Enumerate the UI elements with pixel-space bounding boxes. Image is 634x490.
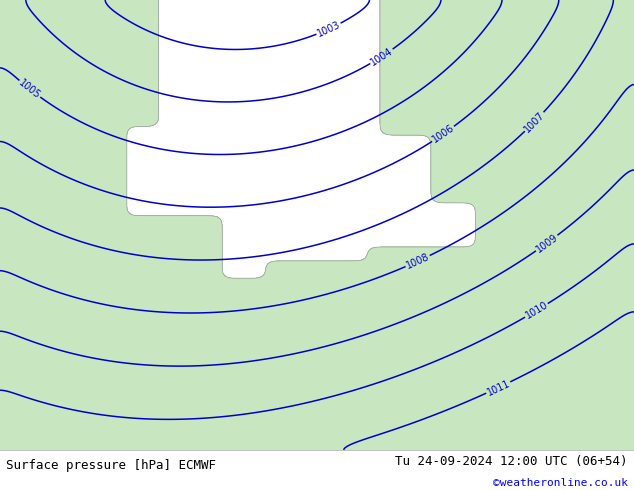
Text: ©weatheronline.co.uk: ©weatheronline.co.uk [493, 478, 628, 488]
Text: 1009: 1009 [534, 232, 560, 254]
Text: 1003: 1003 [316, 20, 342, 39]
Text: 1011: 1011 [485, 378, 512, 397]
Text: Surface pressure [hPa] ECMWF: Surface pressure [hPa] ECMWF [6, 459, 216, 471]
Text: 1010: 1010 [524, 300, 550, 321]
Text: 1006: 1006 [430, 123, 456, 145]
Text: 1005: 1005 [17, 77, 42, 100]
Text: Tu 24-09-2024 12:00 UTC (06+54): Tu 24-09-2024 12:00 UTC (06+54) [395, 455, 628, 467]
Text: 1004: 1004 [368, 46, 395, 68]
Text: 1007: 1007 [522, 110, 547, 134]
Text: 1008: 1008 [404, 251, 431, 271]
